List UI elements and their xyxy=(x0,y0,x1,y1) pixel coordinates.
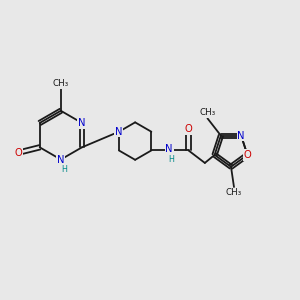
Text: O: O xyxy=(184,124,192,134)
Text: H: H xyxy=(61,164,67,173)
Text: O: O xyxy=(14,148,22,158)
Text: N: N xyxy=(78,118,86,128)
Text: CH₃: CH₃ xyxy=(226,188,242,197)
Text: CH₃: CH₃ xyxy=(53,79,69,88)
Text: O: O xyxy=(244,150,251,160)
Text: N: N xyxy=(237,130,245,141)
Text: H: H xyxy=(169,155,175,164)
Text: N: N xyxy=(165,144,173,154)
Text: N: N xyxy=(115,127,123,137)
Text: N: N xyxy=(57,154,64,164)
Text: CH₃: CH₃ xyxy=(200,108,216,117)
